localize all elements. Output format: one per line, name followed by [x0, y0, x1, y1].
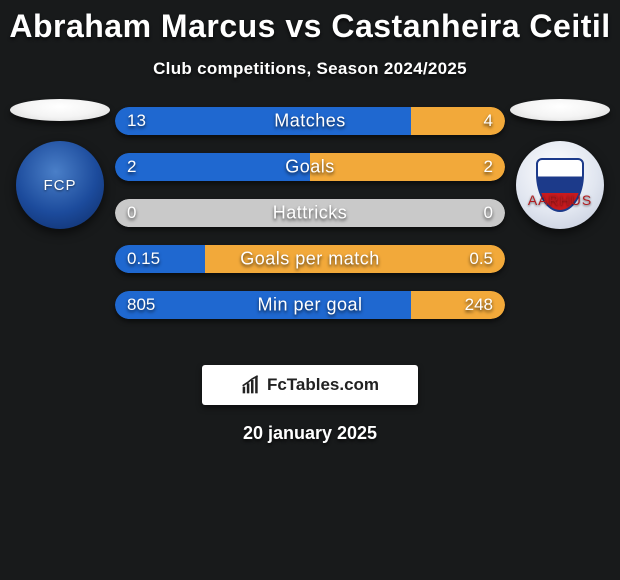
stat-label: Hattricks: [115, 203, 505, 224]
left-player-marker: [10, 99, 110, 121]
stat-label: Goals: [115, 157, 505, 178]
right-crest-text: AARHUS: [528, 192, 592, 208]
stat-bars: 134Matches 22Goals 00Hattricks 0.150.5Goals…: [115, 107, 505, 319]
right-player-marker: [510, 99, 610, 121]
stat-row: 0.150.5Goals per match: [115, 245, 505, 273]
stat-row: 22Goals: [115, 153, 505, 181]
stat-row: 00Hattricks: [115, 199, 505, 227]
stat-row: 134Matches: [115, 107, 505, 135]
left-crest-text: FCP: [44, 177, 77, 194]
stat-row: 805248Min per goal: [115, 291, 505, 319]
snapshot-date: 20 january 2025: [0, 423, 620, 444]
left-player-column: FCP: [10, 99, 110, 229]
subtitle: Club competitions, Season 2024/2025: [0, 59, 620, 79]
branding-badge: FcTables.com: [202, 365, 418, 405]
comparison-panel: FCP AARHUS 134Matches 22Goals 00Hattricks 0…: [0, 107, 620, 347]
stat-label: Matches: [115, 111, 505, 132]
left-team-crest: FCP: [16, 141, 104, 229]
stat-label: Min per goal: [115, 295, 505, 316]
chart-icon: [241, 375, 261, 395]
stat-label: Goals per match: [115, 249, 505, 270]
page-title: Abraham Marcus vs Castanheira Ceitil: [0, 0, 620, 45]
right-player-column: AARHUS: [510, 99, 610, 229]
right-team-crest: AARHUS: [516, 141, 604, 229]
branding-text: FcTables.com: [267, 375, 379, 395]
